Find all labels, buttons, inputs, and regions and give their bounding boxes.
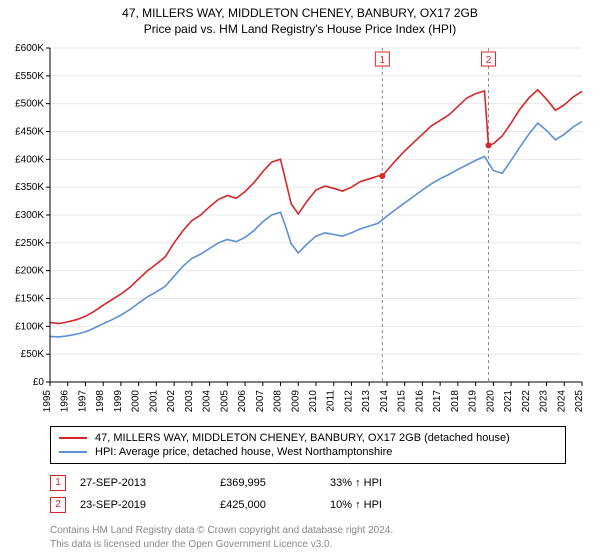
svg-text:£450K: £450K	[15, 127, 44, 138]
svg-text:£0: £0	[33, 377, 45, 388]
svg-text:£250K: £250K	[15, 238, 44, 249]
svg-text:2016: 2016	[414, 390, 425, 413]
transaction-price: £369,995	[220, 477, 330, 489]
svg-text:2023: 2023	[539, 390, 550, 413]
svg-text:2: 2	[486, 55, 492, 66]
transaction-pct: 33% ↑ HPI	[330, 477, 566, 489]
svg-text:1995: 1995	[42, 390, 53, 413]
chart-title-line2: Price paid vs. HM Land Registry's House …	[0, 22, 600, 36]
legend-item: HPI: Average price, detached house, West…	[59, 445, 557, 459]
svg-text:2008: 2008	[273, 390, 284, 413]
svg-text:2001: 2001	[148, 390, 159, 413]
transaction-date: 27-SEP-2013	[80, 477, 220, 489]
svg-text:2020: 2020	[485, 390, 496, 413]
svg-text:2013: 2013	[361, 390, 372, 413]
legend-swatch	[59, 437, 87, 439]
transaction-row: 2 23-SEP-2019 £425,000 10% ↑ HPI	[50, 494, 566, 516]
chart-title-block: 47, MILLERS WAY, MIDDLETON CHENEY, BANBU…	[0, 0, 600, 40]
svg-text:2018: 2018	[450, 390, 461, 413]
legend-label: 47, MILLERS WAY, MIDDLETON CHENEY, BANBU…	[95, 432, 510, 444]
svg-text:1996: 1996	[60, 390, 71, 413]
svg-text:1997: 1997	[77, 390, 88, 413]
svg-text:2025: 2025	[574, 390, 585, 413]
svg-text:£100K: £100K	[15, 321, 44, 332]
svg-text:£500K: £500K	[15, 99, 44, 110]
svg-text:2006: 2006	[237, 390, 248, 413]
footer-line2: This data is licensed under the Open Gov…	[50, 538, 566, 552]
svg-text:2017: 2017	[432, 390, 443, 413]
svg-text:2002: 2002	[166, 390, 177, 413]
chart-title-line1: 47, MILLERS WAY, MIDDLETON CHENEY, BANBU…	[0, 6, 600, 20]
svg-text:1998: 1998	[95, 390, 106, 413]
legend-item: 47, MILLERS WAY, MIDDLETON CHENEY, BANBU…	[59, 431, 557, 445]
chart-svg: £0 £50K £100K £150K £200K £250K £300K £350K £400…	[0, 40, 600, 420]
svg-text:2009: 2009	[290, 390, 301, 413]
svg-text:2021: 2021	[503, 390, 514, 413]
svg-text:2000: 2000	[131, 390, 142, 413]
legend-box: 47, MILLERS WAY, MIDDLETON CHENEY, BANBU…	[50, 426, 566, 464]
svg-text:2019: 2019	[468, 390, 479, 413]
transaction-date: 23-SEP-2019	[80, 499, 220, 511]
svg-text:2010: 2010	[308, 390, 319, 413]
svg-text:2011: 2011	[326, 390, 337, 412]
svg-text:£300K: £300K	[15, 210, 44, 221]
footer-line1: Contains HM Land Registry data © Crown c…	[50, 524, 566, 538]
transaction-marker: 1	[50, 475, 66, 491]
svg-text:2015: 2015	[397, 390, 408, 413]
chart-area: £0 £50K £100K £150K £200K £250K £300K £350K £400…	[0, 40, 600, 420]
legend-label: HPI: Average price, detached house, West…	[95, 446, 392, 458]
svg-text:£600K: £600K	[15, 43, 44, 54]
svg-text:£150K: £150K	[15, 294, 44, 305]
footer-attribution: Contains HM Land Registry data © Crown c…	[50, 524, 566, 551]
svg-text:2007: 2007	[255, 390, 266, 413]
transactions-table: 1 27-SEP-2013 £369,995 33% ↑ HPI 2 23-SE…	[50, 472, 566, 516]
svg-text:2022: 2022	[521, 390, 532, 413]
svg-text:2014: 2014	[379, 390, 390, 413]
svg-text:£50K: £50K	[21, 349, 45, 360]
transaction-marker: 2	[50, 497, 66, 513]
svg-text:2004: 2004	[202, 390, 213, 413]
svg-text:£200K: £200K	[15, 266, 44, 277]
svg-text:2012: 2012	[343, 390, 354, 413]
svg-text:£350K: £350K	[15, 182, 44, 193]
transaction-pct: 10% ↑ HPI	[330, 499, 566, 511]
svg-text:£400K: £400K	[15, 154, 44, 165]
svg-text:2003: 2003	[184, 390, 195, 413]
transaction-price: £425,000	[220, 499, 330, 511]
legend-swatch	[59, 451, 87, 453]
svg-text:2024: 2024	[556, 390, 567, 413]
transaction-row: 1 27-SEP-2013 £369,995 33% ↑ HPI	[50, 472, 566, 494]
svg-text:1: 1	[380, 55, 386, 66]
svg-text:1999: 1999	[113, 390, 124, 413]
svg-text:2005: 2005	[219, 390, 230, 413]
svg-text:£550K: £550K	[15, 71, 44, 82]
